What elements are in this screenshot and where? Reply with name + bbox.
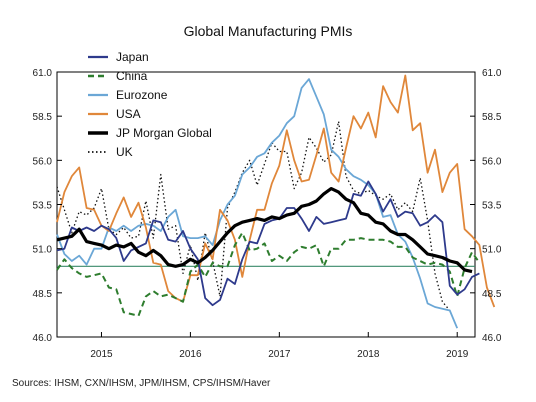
legend: Japan China Eurozone USA JP Morgan Global UK xyxy=(88,50,212,159)
y-tick-label-left: 53.5 xyxy=(33,201,53,212)
y-tick-label-right: 53.5 xyxy=(482,201,502,212)
legend-label: JP Morgan Global xyxy=(116,126,212,140)
y-tick-label-right: 56.0 xyxy=(482,156,502,167)
legend-label: China xyxy=(116,69,148,83)
y-axis-left-ticks: 61.0 58.5 56.0 53.5 51.0 48.5 46.0 xyxy=(33,68,62,344)
legend-label: UK xyxy=(116,145,133,159)
legend-label: Eurozone xyxy=(116,88,168,102)
legend-label: Japan xyxy=(116,50,149,64)
source-note: Sources: IHSM, CXN/IHSM, JPM/IHSM, CPS/I… xyxy=(12,378,271,389)
y-axis-right-ticks: 61.0 58.5 56.0 53.5 51.0 48.5 46.0 xyxy=(470,68,502,344)
x-tick-label: 2017 xyxy=(268,349,291,360)
y-tick-label-left: 61.0 xyxy=(33,68,53,79)
x-tick-label: 2015 xyxy=(90,349,113,360)
series-line-eurozone xyxy=(56,78,459,329)
series-line-usa xyxy=(56,74,496,308)
chart-title: Global Manufacturing PMIs xyxy=(184,23,353,39)
y-tick-label-right: 46.0 xyxy=(482,333,502,344)
y-tick-label-right: 58.5 xyxy=(482,112,502,123)
y-tick-label-left: 46.0 xyxy=(33,333,53,344)
y-tick-label-right: 61.0 xyxy=(482,68,502,79)
x-axis-ticks: 2015 2016 2017 2018 2019 xyxy=(90,332,469,360)
series-line-uk xyxy=(56,120,451,311)
y-tick-label-left: 56.0 xyxy=(33,156,53,167)
series-layer xyxy=(56,74,496,329)
y-tick-label-left: 58.5 xyxy=(33,112,53,123)
series-line-china xyxy=(56,231,481,317)
y-tick-label-right: 48.5 xyxy=(482,289,502,300)
y-tick-label-left: 51.0 xyxy=(33,245,53,256)
series-line-jp-morgan-global xyxy=(56,187,473,274)
y-tick-label-left: 48.5 xyxy=(33,289,53,300)
series-line-japan xyxy=(56,180,480,307)
x-tick-label: 2016 xyxy=(179,349,202,360)
legend-label: USA xyxy=(116,107,141,121)
y-tick-label-right: 51.0 xyxy=(482,245,502,256)
x-tick-label: 2018 xyxy=(357,349,380,360)
x-tick-label: 2019 xyxy=(446,349,469,360)
